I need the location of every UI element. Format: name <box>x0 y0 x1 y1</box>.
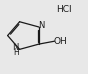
Text: N: N <box>38 21 44 30</box>
Text: HCl: HCl <box>56 5 72 14</box>
Text: N: N <box>12 43 19 52</box>
Text: H: H <box>13 48 19 57</box>
Text: OH: OH <box>53 37 67 46</box>
